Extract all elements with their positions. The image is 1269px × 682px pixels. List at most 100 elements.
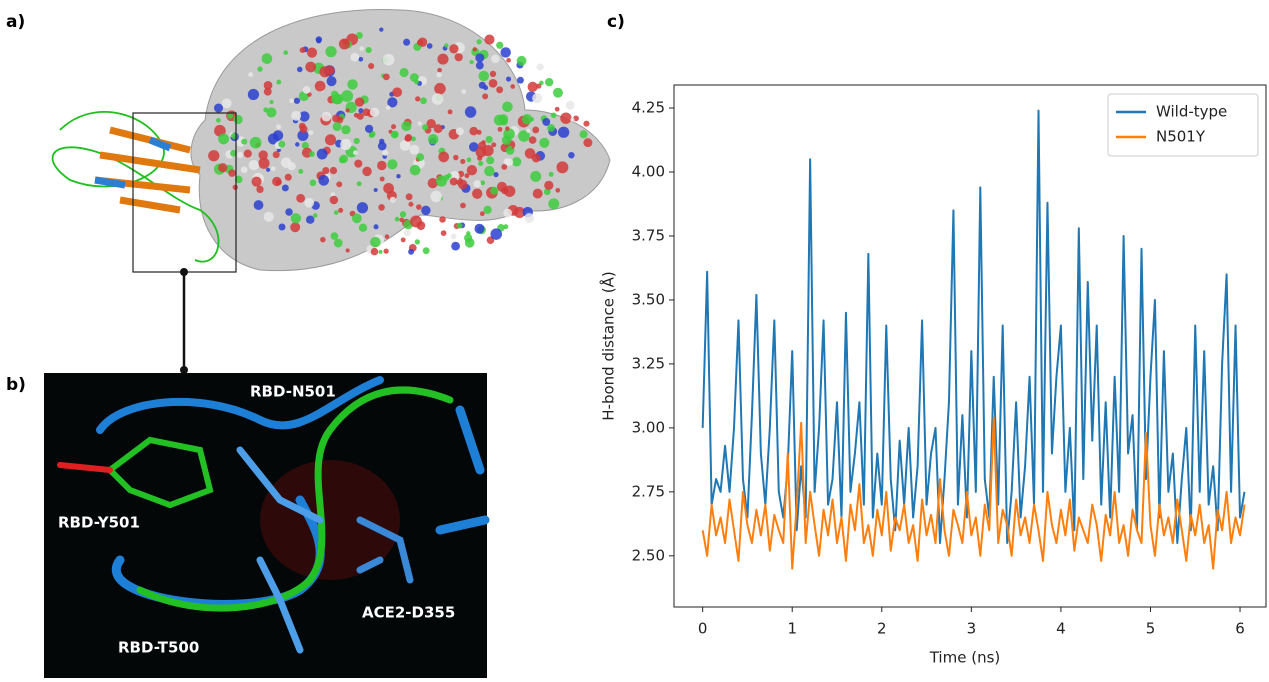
surface-atom (378, 204, 385, 211)
surface-atom (439, 216, 446, 223)
surface-atom (272, 151, 280, 159)
surface-atom (521, 114, 533, 125)
surface-atom (289, 98, 295, 104)
surface-atom (336, 181, 343, 188)
surface-atom (285, 208, 293, 216)
surface-atom (482, 93, 489, 100)
x-tick-label: 0 (698, 620, 708, 638)
y-tick-label: 2.75 (632, 482, 665, 500)
surface-atom (399, 217, 404, 223)
panel-label: a) (6, 12, 25, 32)
surface-atom (256, 185, 264, 194)
surface-atom (472, 188, 483, 199)
surface-atom (377, 160, 387, 171)
surface-atom (385, 105, 391, 110)
surface-atom (434, 82, 446, 95)
surface-atom (305, 215, 315, 224)
surface-atom (461, 89, 467, 95)
surface-atom (557, 126, 570, 138)
surface-atom (387, 97, 398, 108)
surface-atom (446, 173, 452, 179)
surface-atom (284, 173, 292, 181)
surface-atom (338, 156, 346, 164)
surface-atom (356, 112, 364, 120)
surface-atom (416, 39, 424, 46)
surface-atom (490, 186, 499, 195)
surface-atom (543, 188, 551, 196)
surface-atom (369, 107, 380, 117)
surface-atom (332, 122, 342, 132)
surface-atom (433, 124, 443, 134)
surface-atom (411, 136, 416, 142)
surface-atom (345, 108, 350, 113)
surface-atom (257, 66, 263, 72)
surface-atom (368, 132, 374, 138)
surface-atom (542, 118, 551, 126)
surface-atom (263, 87, 272, 96)
surface-atom (234, 175, 243, 184)
surface-atom (299, 125, 308, 134)
surface-atom (497, 126, 503, 132)
surface-atom (315, 36, 323, 43)
panel-label: c) (607, 12, 625, 32)
surface-atom (325, 65, 335, 75)
surface-atom (232, 184, 238, 190)
connector-dot (180, 366, 188, 374)
surface-atom (464, 106, 477, 118)
surface-atom (427, 178, 438, 189)
surface-atom (261, 53, 273, 64)
surface-atom (382, 53, 395, 66)
surface-atom (548, 198, 560, 210)
surface-atom (280, 157, 292, 168)
surface-atom (258, 157, 270, 169)
surface-atom (474, 223, 485, 234)
surface-atom (218, 133, 230, 145)
surface-atom (390, 130, 399, 139)
surface-atom (399, 211, 407, 218)
surface-atom (427, 134, 439, 145)
surface-atom (455, 127, 464, 136)
x-axis-label: Time (ns) (929, 649, 1001, 667)
surface-atom (517, 76, 524, 84)
surface-atom (414, 79, 419, 85)
surface-atom (464, 237, 475, 248)
surface-atom (253, 200, 264, 210)
annotation: ACE2-D355 (362, 604, 455, 622)
surface-atom (466, 165, 478, 176)
surface-atom (560, 112, 572, 124)
surface-atom (426, 118, 436, 129)
surface-atom (356, 181, 362, 187)
surface-atom (353, 150, 358, 156)
x-tick-label: 6 (1235, 620, 1245, 638)
surface-atom (358, 56, 364, 62)
surface-atom (379, 176, 385, 182)
surface-atom (240, 166, 248, 174)
surface-atom (555, 187, 561, 193)
shade (260, 460, 400, 580)
surface-atom (324, 134, 337, 146)
surface-atom (568, 151, 575, 159)
legend-label: Wild-type (1156, 103, 1227, 121)
surface-atom (415, 96, 421, 102)
annotation: RBD-T500 (118, 639, 199, 657)
surface-atom (403, 38, 411, 46)
surface-atom (506, 57, 511, 63)
surface-atom (338, 38, 350, 50)
surface-atom (281, 184, 289, 192)
surface-atom (426, 43, 433, 49)
surface-atom (364, 124, 374, 133)
surface-atom (468, 142, 479, 152)
surface-atom (565, 100, 575, 110)
surface-atom (230, 149, 237, 157)
surface-atom (505, 126, 510, 131)
surface-atom (330, 232, 339, 240)
surface-atom (400, 237, 406, 243)
surface-atom (507, 145, 513, 151)
y-tick-label: 4.00 (632, 163, 665, 181)
surface-atom (316, 148, 328, 160)
surface-atom (498, 114, 509, 124)
surface-atom (550, 112, 557, 119)
surface-atom (484, 34, 495, 45)
surface-atom (258, 150, 268, 160)
